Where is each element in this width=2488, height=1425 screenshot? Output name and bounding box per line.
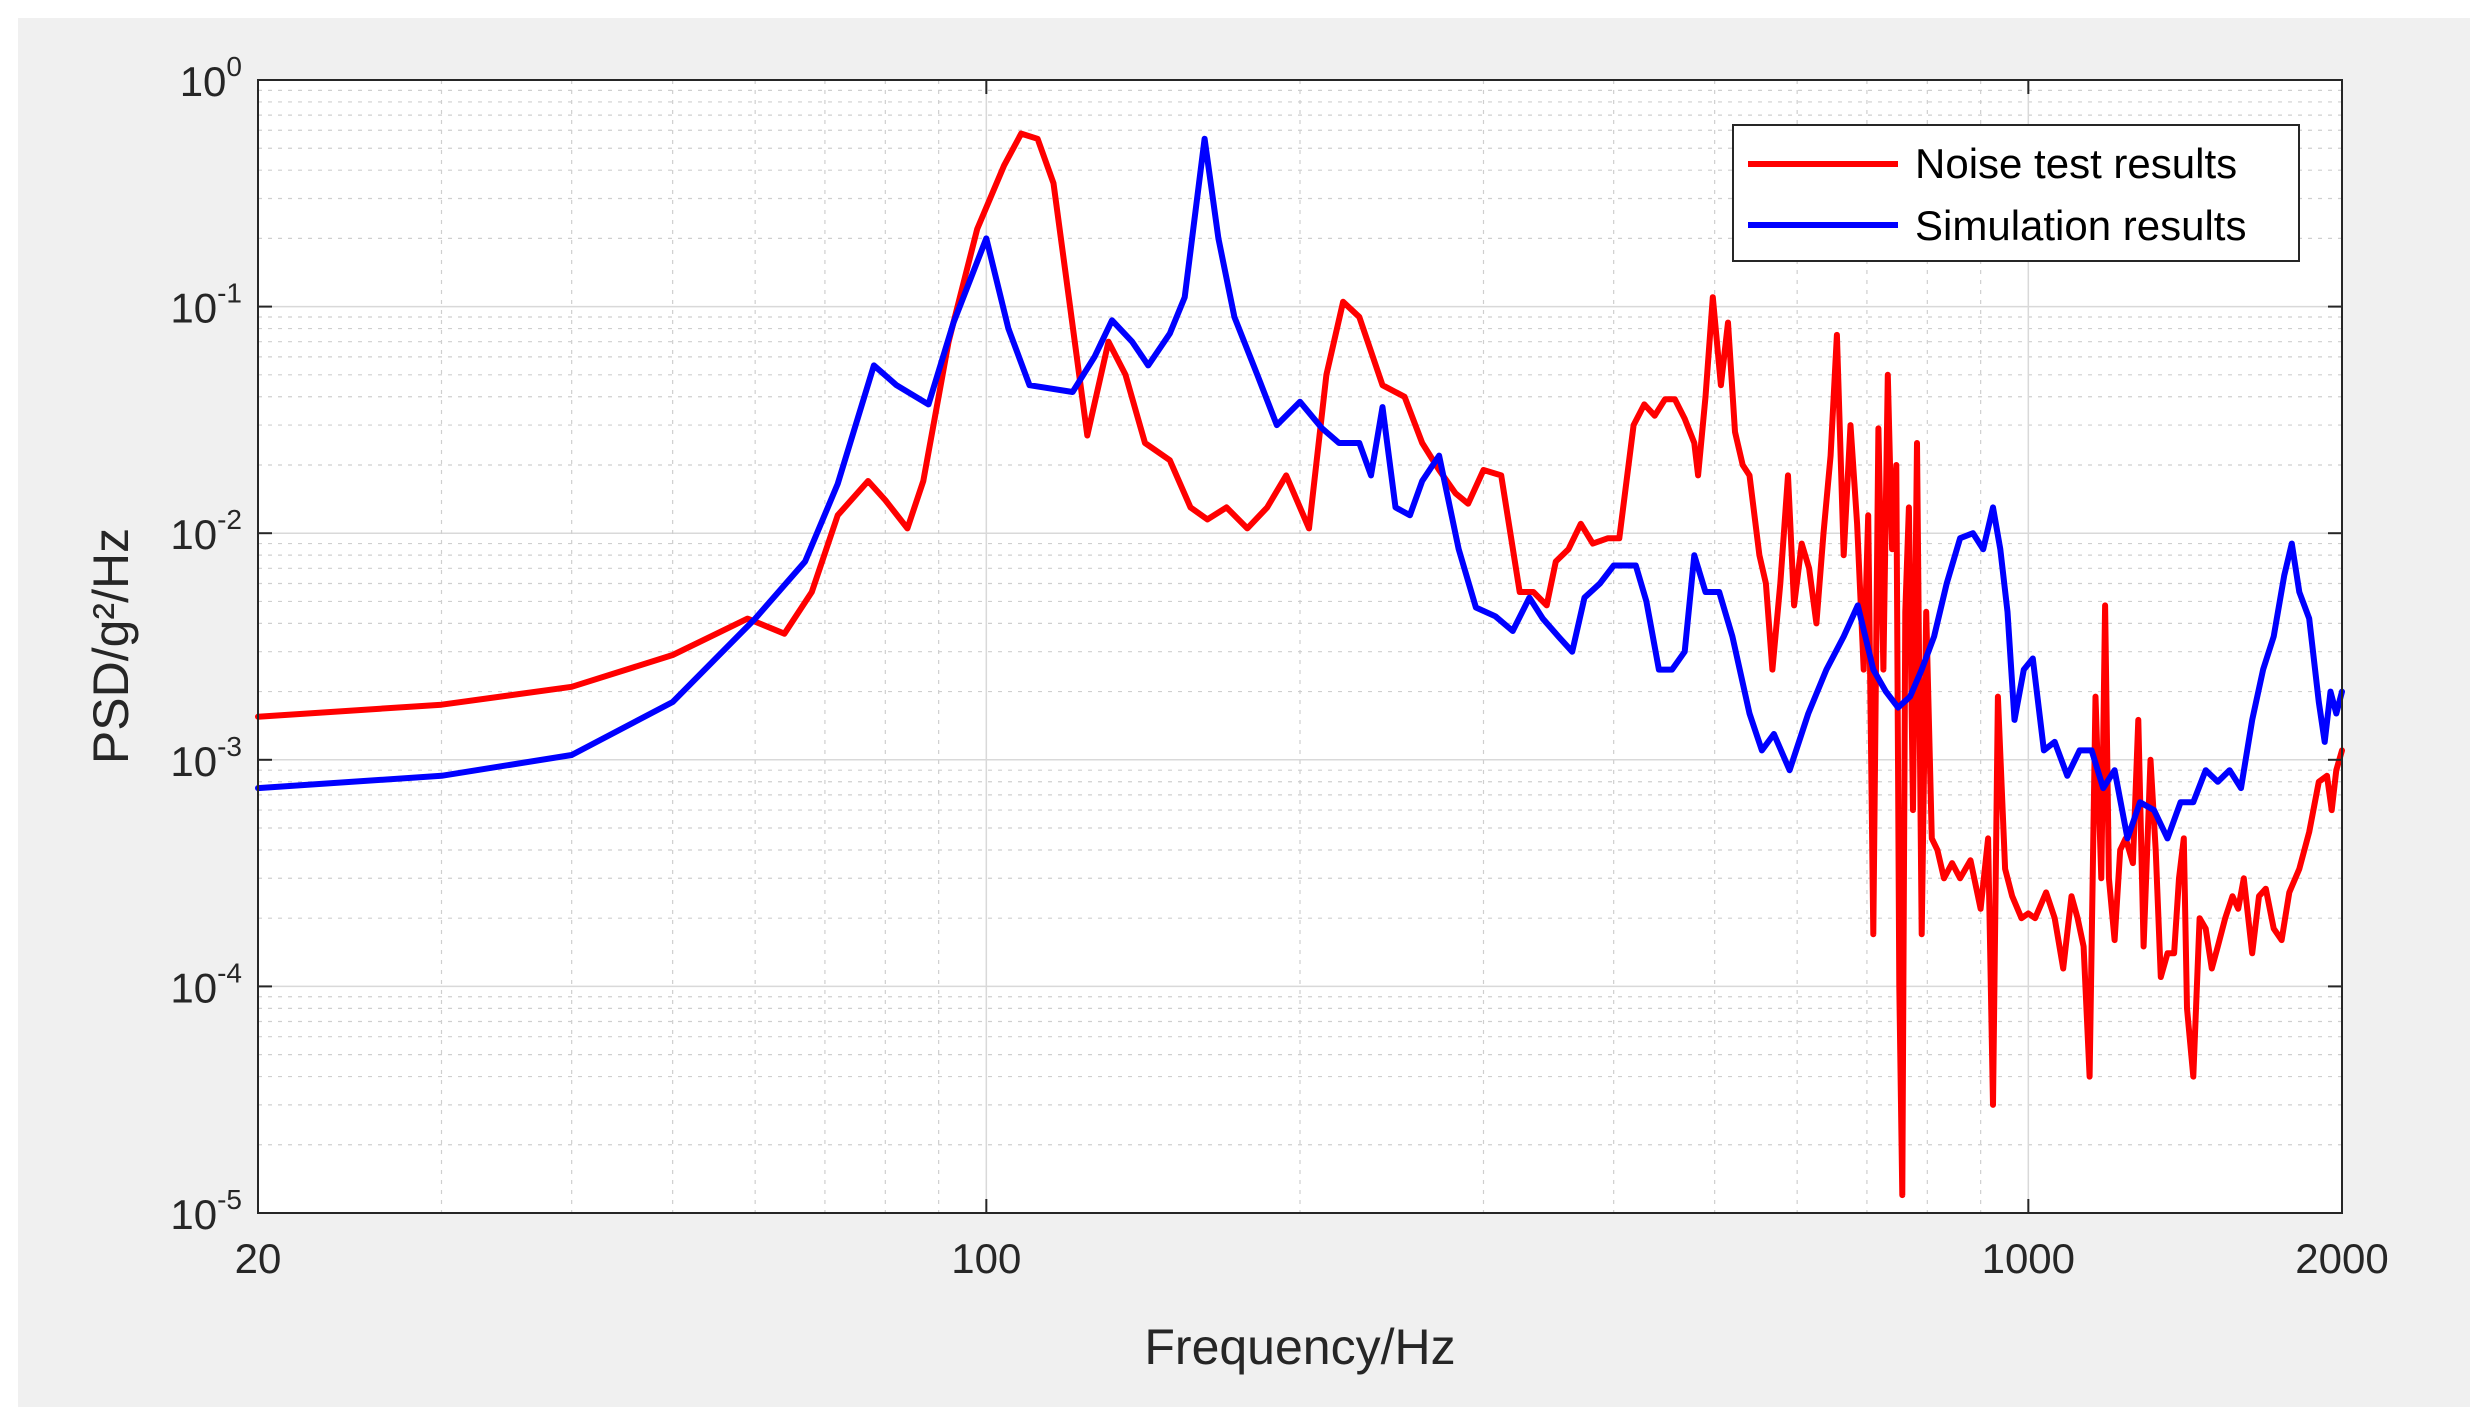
legend: Noise test results Simulation results: [1732, 124, 2300, 262]
data-series: [255, 130, 2345, 1199]
x-tick-label: 2000: [2295, 1235, 2388, 1282]
y-tick-label: 10-3: [170, 731, 242, 785]
x-tick-label: 100: [951, 1235, 1021, 1282]
legend-box: [1732, 124, 2300, 262]
y-tick-label: 10-4: [170, 957, 242, 1011]
legend-noise-label: Noise test results: [1915, 140, 2237, 187]
series-line-noise-test: [255, 130, 2345, 1199]
legend-simulation-label: Simulation results: [1915, 202, 2246, 249]
y-tick-label: 10-5: [170, 1184, 242, 1238]
plot-frame: [257, 79, 2343, 1214]
axis-ticks: 20 100 1000 2000 100 10-1 10-2 10-3 10-4 10-5: [170, 51, 2388, 1282]
y-axis-label: PSD/g²/Hz: [83, 528, 139, 764]
x-tick-label: 1000: [1982, 1235, 2075, 1282]
y-tick-label: 100: [180, 51, 242, 105]
x-axis-label: Frequency/Hz: [1144, 1319, 1455, 1375]
series-line-simulation: [255, 135, 2345, 842]
x-tick-label: 20: [235, 1235, 282, 1282]
y-tick-label: 10-1: [170, 278, 242, 332]
y-tick-label: 10-2: [170, 504, 242, 558]
